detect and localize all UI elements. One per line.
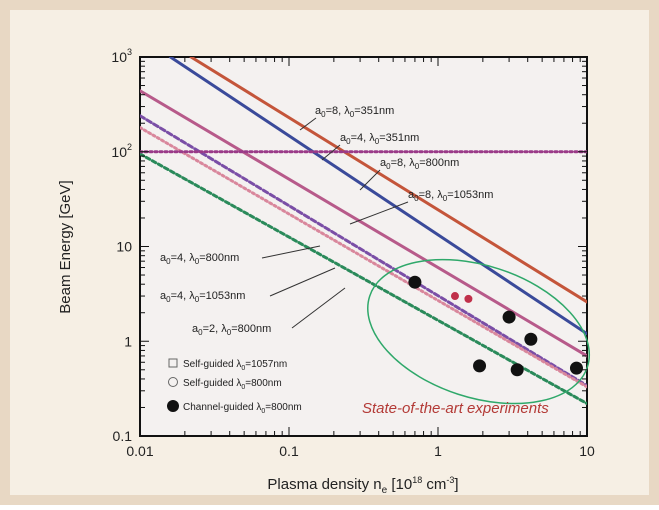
channel-guided-point — [510, 363, 524, 377]
y-tick-label: 102 — [111, 142, 132, 160]
experiments-ellipse — [367, 258, 591, 405]
legend: Self-guided λ0=1057nm Self-guided λ0=800… — [167, 358, 302, 415]
self-guided-point — [450, 292, 459, 301]
series-line-4 — [140, 126, 587, 389]
line-label-a4-1053: a0=4, λ0=1053nm — [160, 290, 245, 304]
legend-marker-filled-circle — [167, 400, 179, 412]
line-label-a8-800: a0=8, λ0=800nm — [380, 157, 459, 171]
line-label-a2-800: a0=2, λ0=800nm — [192, 323, 271, 337]
x-tick-label: 10 — [579, 443, 595, 459]
line-label-a8-1053: a0=8, λ0=1053nm — [408, 189, 493, 203]
arrow-a8-1053 — [349, 201, 409, 225]
arrow-a8-351 — [299, 117, 317, 131]
series-line-5 — [140, 152, 587, 406]
channel-guided-point — [408, 275, 422, 289]
series-line-3 — [140, 114, 587, 388]
self-guided-point — [464, 294, 473, 303]
arrow-a4-1053 — [269, 267, 336, 297]
x-tick-label: 1 — [434, 443, 442, 459]
x-tick-label: 0.1 — [279, 443, 299, 459]
arrow-a8-800 — [359, 169, 381, 191]
x-axis-label: Plasma density ne [1018 cm-3] — [267, 475, 458, 496]
legend-item-self-guided-800: Self-guided λ0=800nm — [183, 378, 282, 391]
line-labels: a0=8, λ0=351nm a0=4, λ0=351nm a0=8, λ0=8… — [160, 105, 493, 337]
channel-guided-point — [473, 359, 487, 373]
legend-item-self-guided-1057: Self-guided λ0=1057nm — [183, 359, 287, 372]
arrow-a2-800 — [291, 287, 346, 329]
series-line-1 — [168, 57, 587, 336]
y-tick-label: 103 — [111, 47, 132, 65]
y-tick-label: 1 — [124, 333, 132, 349]
line-label-a8-351: a0=8, λ0=351nm — [315, 105, 394, 119]
y-tick-label: 0.1 — [113, 428, 133, 444]
line-label-a4-351: a0=4, λ0=351nm — [340, 132, 419, 146]
x-tick-label: 0.01 — [126, 443, 153, 459]
point-layer — [408, 275, 583, 377]
arrow-a4-351 — [321, 144, 341, 161]
legend-item-channel-guided: Channel-guided λ0=800nm — [183, 402, 302, 415]
annotation-state-of-the-art: State-of-the-art experiments — [362, 400, 549, 417]
y-axis-label: Beam Energy [GeV] — [57, 180, 74, 313]
channel-guided-point — [524, 332, 538, 346]
ellipse-layer — [367, 258, 591, 405]
label-arrows — [261, 117, 409, 329]
channel-guided-point — [502, 310, 516, 324]
legend-marker-open-square — [168, 358, 178, 368]
line-label-a4-800: a0=4, λ0=800nm — [160, 252, 239, 266]
y-tick-label: 10 — [116, 239, 132, 255]
channel-guided-point — [569, 361, 583, 375]
series-line-0 — [189, 57, 587, 304]
arrow-a4-800 — [261, 245, 321, 259]
legend-marker-open-circle — [168, 377, 178, 387]
